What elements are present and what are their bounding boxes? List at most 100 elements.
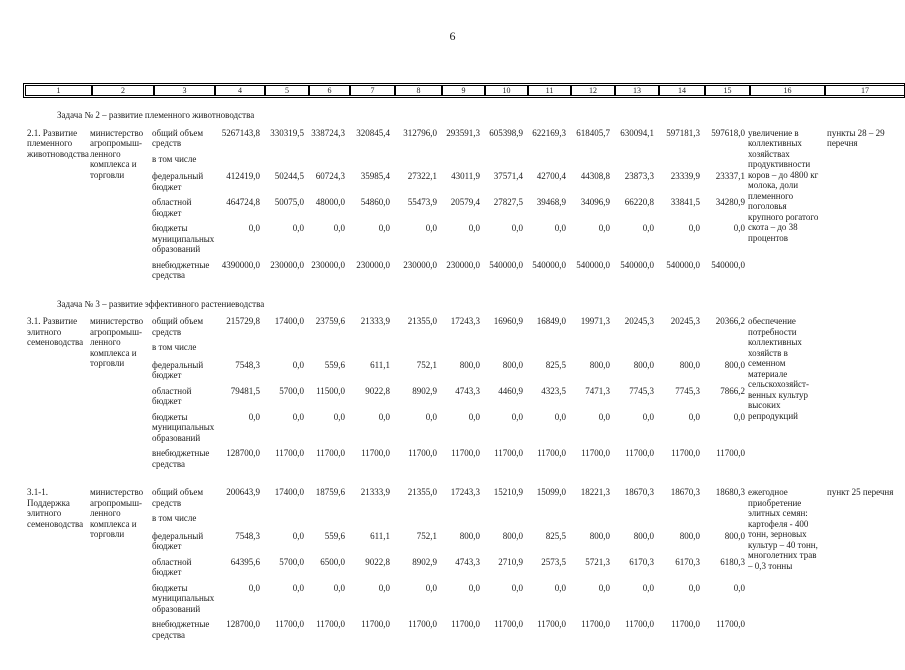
funding-value: 7745,3 — [629, 385, 654, 396]
funding-value: 16849,0 — [536, 316, 566, 326]
funding-rows: общий объем средств 215729,8 17400,0 23759,… — [152, 316, 748, 474]
funding-value: 11700,0 — [494, 619, 523, 629]
column-index-17: 17 — [825, 85, 905, 96]
funding-row-label: бюджеты муниципальных образований — [152, 582, 215, 614]
funding-value: 0,0 — [248, 411, 260, 422]
funding-value: 7471,3 — [585, 385, 610, 396]
funding-value: 230000,0 — [446, 259, 480, 270]
funding-row-label: бюджеты муниципальных образований — [152, 411, 215, 443]
funding-value: 4323,5 — [541, 385, 566, 396]
funding-value: 330319,5 — [270, 127, 304, 138]
funding-value: 11700,0 — [275, 448, 304, 458]
funding-row-label: внебюджетные средства — [152, 259, 210, 281]
funding-value: 18680,3 — [715, 487, 745, 497]
funding-value: 0,0 — [292, 582, 304, 593]
funding-row: в том числе — [152, 513, 748, 524]
funding-row-label: в том числе — [152, 342, 197, 352]
funding-value: 230000,0 — [356, 259, 390, 270]
funding-value: 230000,0 — [270, 259, 304, 270]
funding-value: 39468,9 — [536, 197, 566, 207]
funding-value: 800,0 — [633, 359, 654, 370]
funding-value: 215729,8 — [226, 316, 260, 326]
executor: министерство агропромыш-ленного комплекс… — [90, 487, 144, 539]
funding-value: 0,0 — [425, 223, 437, 233]
reference-note: пункт 25 перечня — [827, 487, 894, 497]
funding-value: 825,5 — [545, 530, 566, 541]
reference-note: пункты 28 – 29 перечня — [827, 127, 885, 149]
funding-rows: общий объем средств 5267143,8 330319,5 3387… — [152, 128, 748, 286]
task-title-2: Задача № 2 – развитие племенного животно… — [57, 110, 255, 120]
funding-row-label: областной бюджет — [152, 556, 192, 578]
funding-row-label: федеральный бюджет — [152, 359, 204, 381]
funding-value: 0,0 — [511, 223, 523, 233]
column-index-13: 13 — [615, 85, 659, 96]
funding-row-label: в том числе — [152, 513, 197, 523]
funding-row: федеральный бюджет 7548,3 0,0 559,6 611,1 752… — [152, 360, 748, 381]
funding-value: 6170,3 — [629, 556, 654, 567]
funding-value: 0,0 — [642, 223, 654, 233]
funding-value: 60724,3 — [315, 171, 345, 181]
funding-value: 5700,0 — [279, 385, 304, 396]
funding-row: областной бюджет 64395,6 5700,0 6500,0 9022,… — [152, 557, 748, 578]
funding-value: 79481,5 — [230, 385, 260, 396]
funding-value: 0,0 — [333, 582, 345, 593]
funding-value: 605398,9 — [489, 127, 523, 138]
funding-value: 800,0 — [679, 359, 700, 370]
funding-value: 11700,0 — [537, 619, 566, 629]
funding-row-label: федеральный бюджет — [152, 171, 204, 192]
funding-value: 0,0 — [688, 582, 700, 593]
funding-row: общий объем средств 5267143,8 330319,5 3387… — [152, 128, 748, 149]
funding-row: внебюджетные средства 128700,0 11700,0 1170… — [152, 448, 748, 469]
funding-value: 11700,0 — [581, 619, 610, 629]
funding-value: 312796,0 — [403, 127, 437, 138]
funding-value: 800,0 — [679, 530, 700, 541]
measure-block: 3.1-1. Поддержка элитного семеноводства м… — [23, 487, 905, 645]
funding-value: 128700,0 — [226, 619, 260, 629]
funding-value: 9022,8 — [365, 556, 390, 567]
funding-value: 50244,5 — [274, 171, 304, 181]
funding-value: 37571,4 — [493, 171, 523, 181]
funding-value: 0,0 — [554, 582, 566, 593]
funding-value: 20366,2 — [715, 316, 745, 326]
funding-value: 18670,3 — [624, 487, 654, 497]
funding-value: 0,0 — [733, 223, 745, 233]
funding-value: 7866,2 — [720, 385, 745, 396]
funding-value: 64395,6 — [230, 556, 260, 567]
funding-value: 5721,3 — [585, 556, 610, 567]
funding-value: 0,0 — [554, 411, 566, 422]
funding-value: 800,0 — [502, 359, 523, 370]
funding-value: 0,0 — [333, 411, 345, 422]
funding-value: 597181,3 — [666, 127, 700, 138]
funding-row: внебюджетные средства 4390000,0 230000,0 23… — [152, 260, 748, 281]
funding-row: общий объем средств 215729,8 17400,0 23759,… — [152, 316, 748, 337]
funding-value: 23873,3 — [624, 171, 654, 181]
funding-value: 0,0 — [425, 582, 437, 593]
funding-value: 559,6 — [324, 359, 345, 370]
executor: министерство агропромыш-ленного комплекс… — [90, 316, 144, 368]
funding-value: 42700,4 — [536, 171, 566, 181]
funding-value: 0,0 — [333, 223, 345, 233]
column-index-12: 12 — [571, 85, 615, 96]
column-index-10: 10 — [485, 85, 528, 96]
funding-rows: общий объем средств 200643,9 17400,0 18759,… — [152, 487, 748, 645]
column-index-11: 11 — [528, 85, 571, 96]
funding-value: 0,0 — [468, 223, 480, 233]
funding-value: 17243,3 — [450, 487, 480, 497]
funding-value: 4743,3 — [455, 385, 480, 396]
funding-value: 0,0 — [292, 223, 304, 233]
funding-value: 33841,5 — [670, 197, 700, 207]
funding-value: 800,0 — [724, 359, 745, 370]
funding-row: бюджеты муниципальных образований 0,0 0,0 0… — [152, 583, 748, 615]
table-column-index-row: 1 2 3 4 5 6 7 8 9 10 11 12 13 14 15 16 17 — [23, 83, 905, 98]
funding-value: 0,0 — [733, 411, 745, 422]
funding-value: 11700,0 — [361, 619, 390, 629]
funding-value: 0,0 — [378, 582, 390, 593]
funding-value: 0,0 — [688, 223, 700, 233]
funding-value: 18670,3 — [670, 487, 700, 497]
funding-value: 630094,1 — [620, 127, 654, 138]
funding-value: 800,0 — [589, 530, 610, 541]
funding-value: 21355,0 — [407, 316, 437, 326]
funding-value: 0,0 — [378, 223, 390, 233]
funding-value: 825,5 — [545, 359, 566, 370]
column-index-4: 4 — [215, 85, 265, 96]
